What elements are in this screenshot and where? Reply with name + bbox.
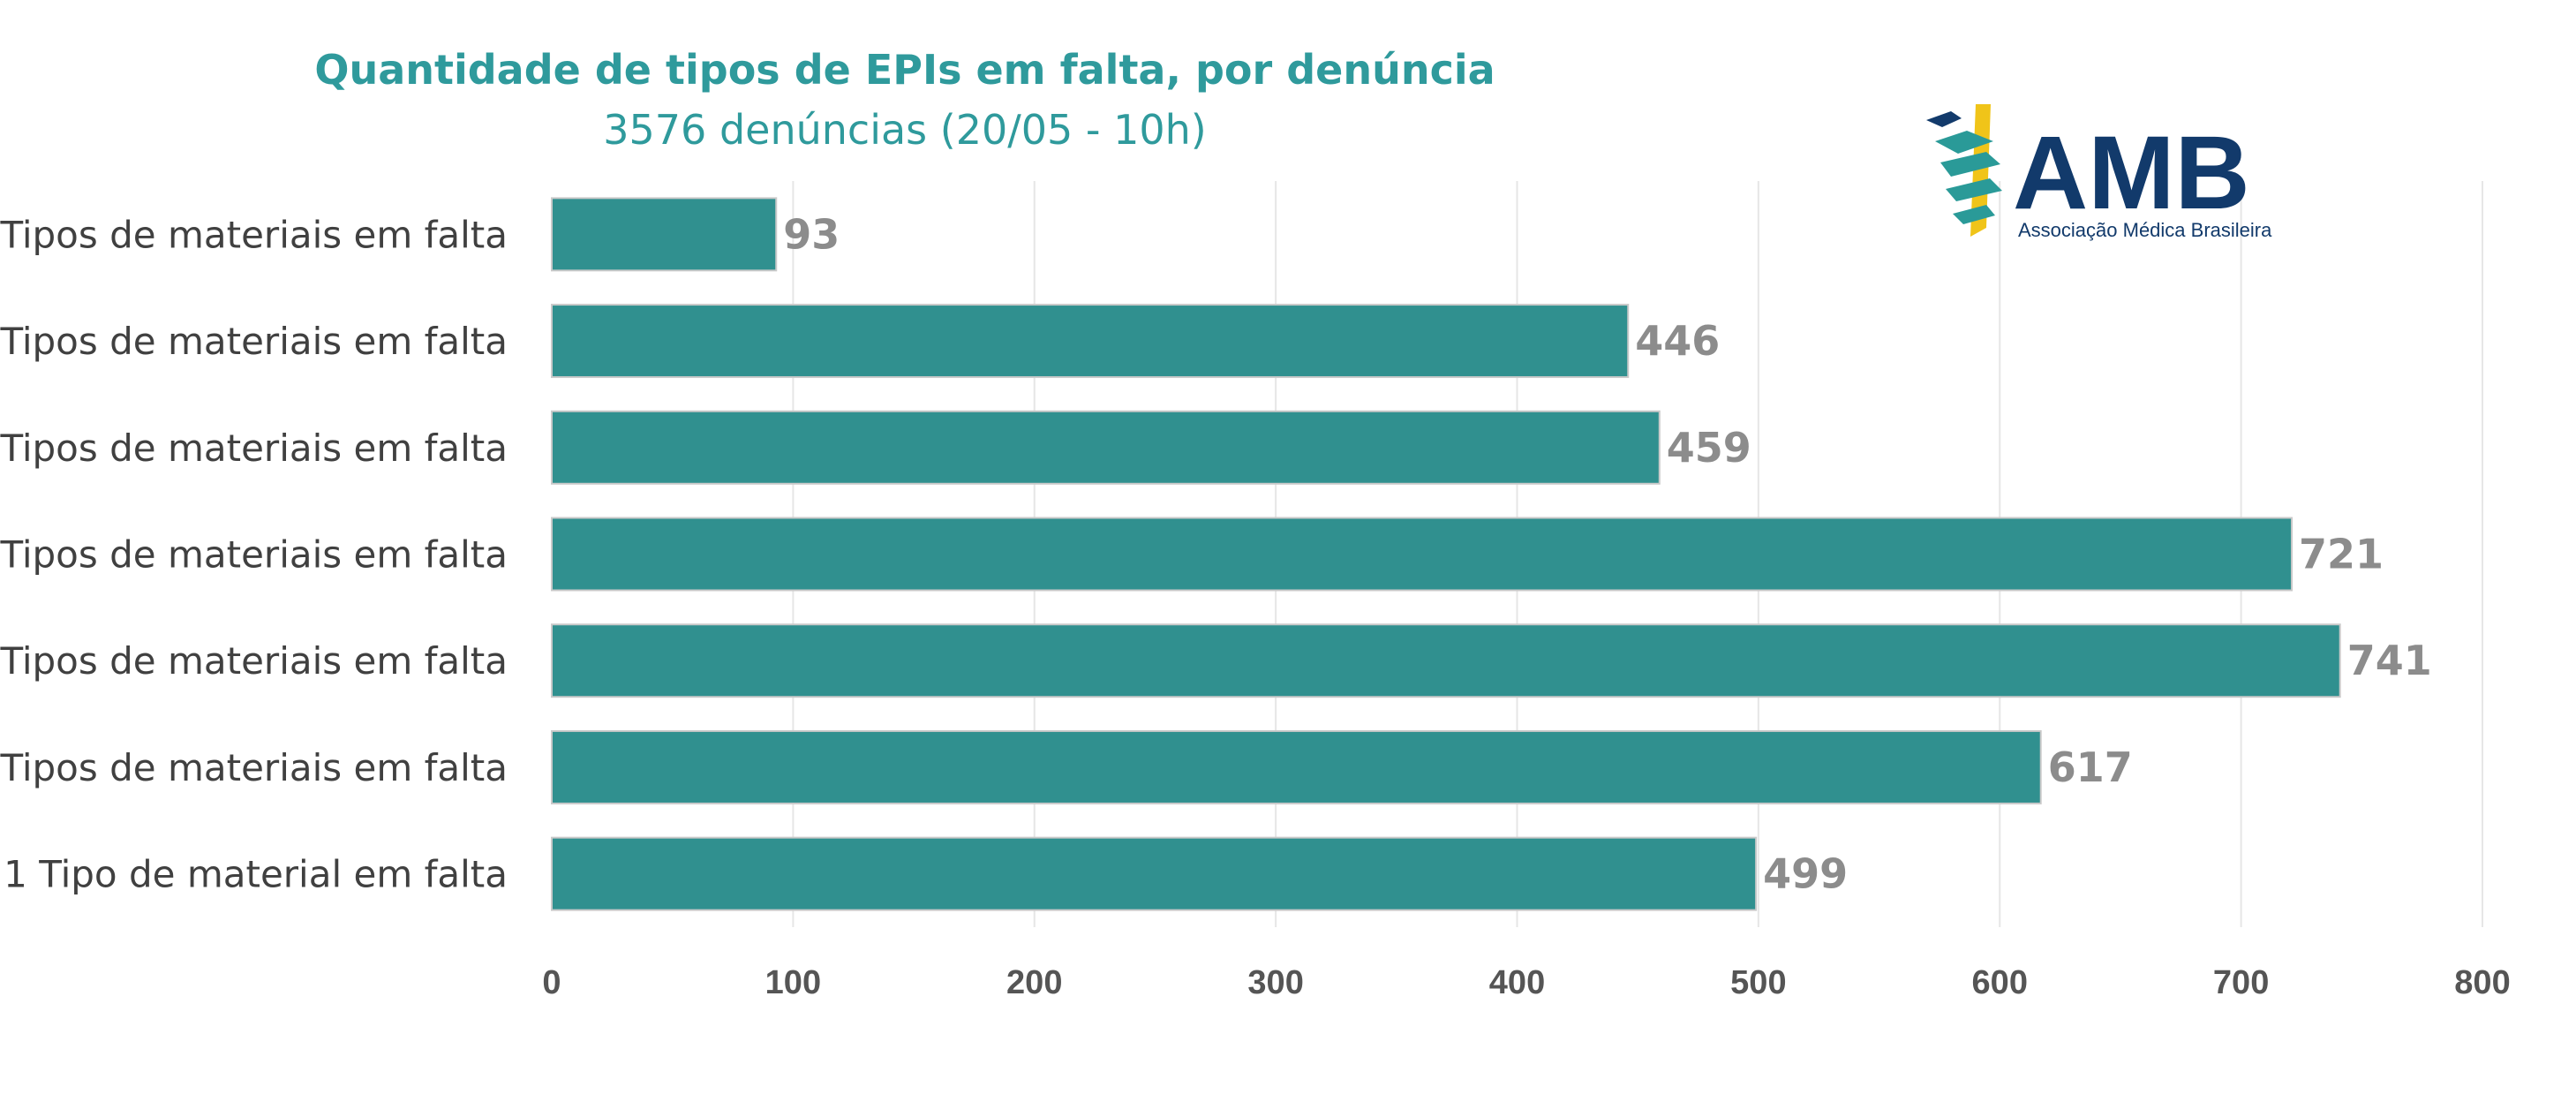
category-label: 7 Tipos de materiais em falta — [0, 213, 508, 256]
bars — [551, 197, 2341, 911]
bar — [551, 197, 778, 272]
data-label: 617 — [2048, 743, 2133, 791]
category-label: 2 Tipos de materiais em falta — [0, 746, 508, 789]
caduceus-icon — [1926, 104, 2002, 237]
x-tick-label: 300 — [1247, 964, 1303, 1001]
logo-text: AMB — [2013, 115, 2250, 231]
data-label: 741 — [2347, 637, 2432, 684]
x-tick-label: 0 — [542, 964, 561, 1001]
x-tick-label: 200 — [1006, 964, 1062, 1001]
chart-title: Quantidade de tipos de EPIs em falta, po… — [314, 46, 1495, 94]
category-labels: 7 Tipos de materiais em falta 6 Tipos de … — [0, 213, 508, 895]
category-label: 3 Tipos de materiais em falta — [0, 639, 508, 683]
chart-subtitle: 3576 denúncias (20/05 - 10h) — [603, 106, 1207, 154]
data-label: 721 — [2299, 531, 2384, 578]
x-axis-ticks: 0 100 200 300 400 500 600 700 800 — [542, 964, 2510, 1001]
x-tick-label: 400 — [1489, 964, 1545, 1001]
logo-subtext: Associação Médica Brasileira — [2018, 219, 2272, 241]
x-tick-label: 100 — [765, 964, 821, 1001]
x-tick-label: 600 — [1972, 964, 2028, 1001]
bar — [551, 304, 1630, 379]
data-label: 93 — [783, 210, 840, 258]
data-label: 446 — [1635, 317, 1720, 365]
bar — [551, 623, 2341, 698]
amb-logo: AMB Associação Médica Brasileira — [1926, 104, 2272, 241]
category-label: 4 Tipos de materiais em falta — [0, 533, 508, 577]
data-label: 459 — [1667, 424, 1751, 472]
bar — [551, 836, 1758, 911]
category-label: 6 Tipos de materiais em falta — [0, 320, 508, 363]
x-tick-label: 800 — [2454, 964, 2510, 1001]
bar — [551, 410, 1661, 485]
x-tick-label: 700 — [2213, 964, 2269, 1001]
bar — [551, 729, 2042, 804]
category-label: 1 Tipo de material em falta — [4, 853, 508, 896]
bar — [551, 517, 2294, 592]
data-labels: 93 446 459 721 741 617 499 — [783, 210, 2432, 897]
x-tick-label: 500 — [1730, 964, 1786, 1001]
data-label: 499 — [1763, 850, 1848, 898]
category-label: 5 Tipos de materiais em falta — [0, 426, 508, 470]
